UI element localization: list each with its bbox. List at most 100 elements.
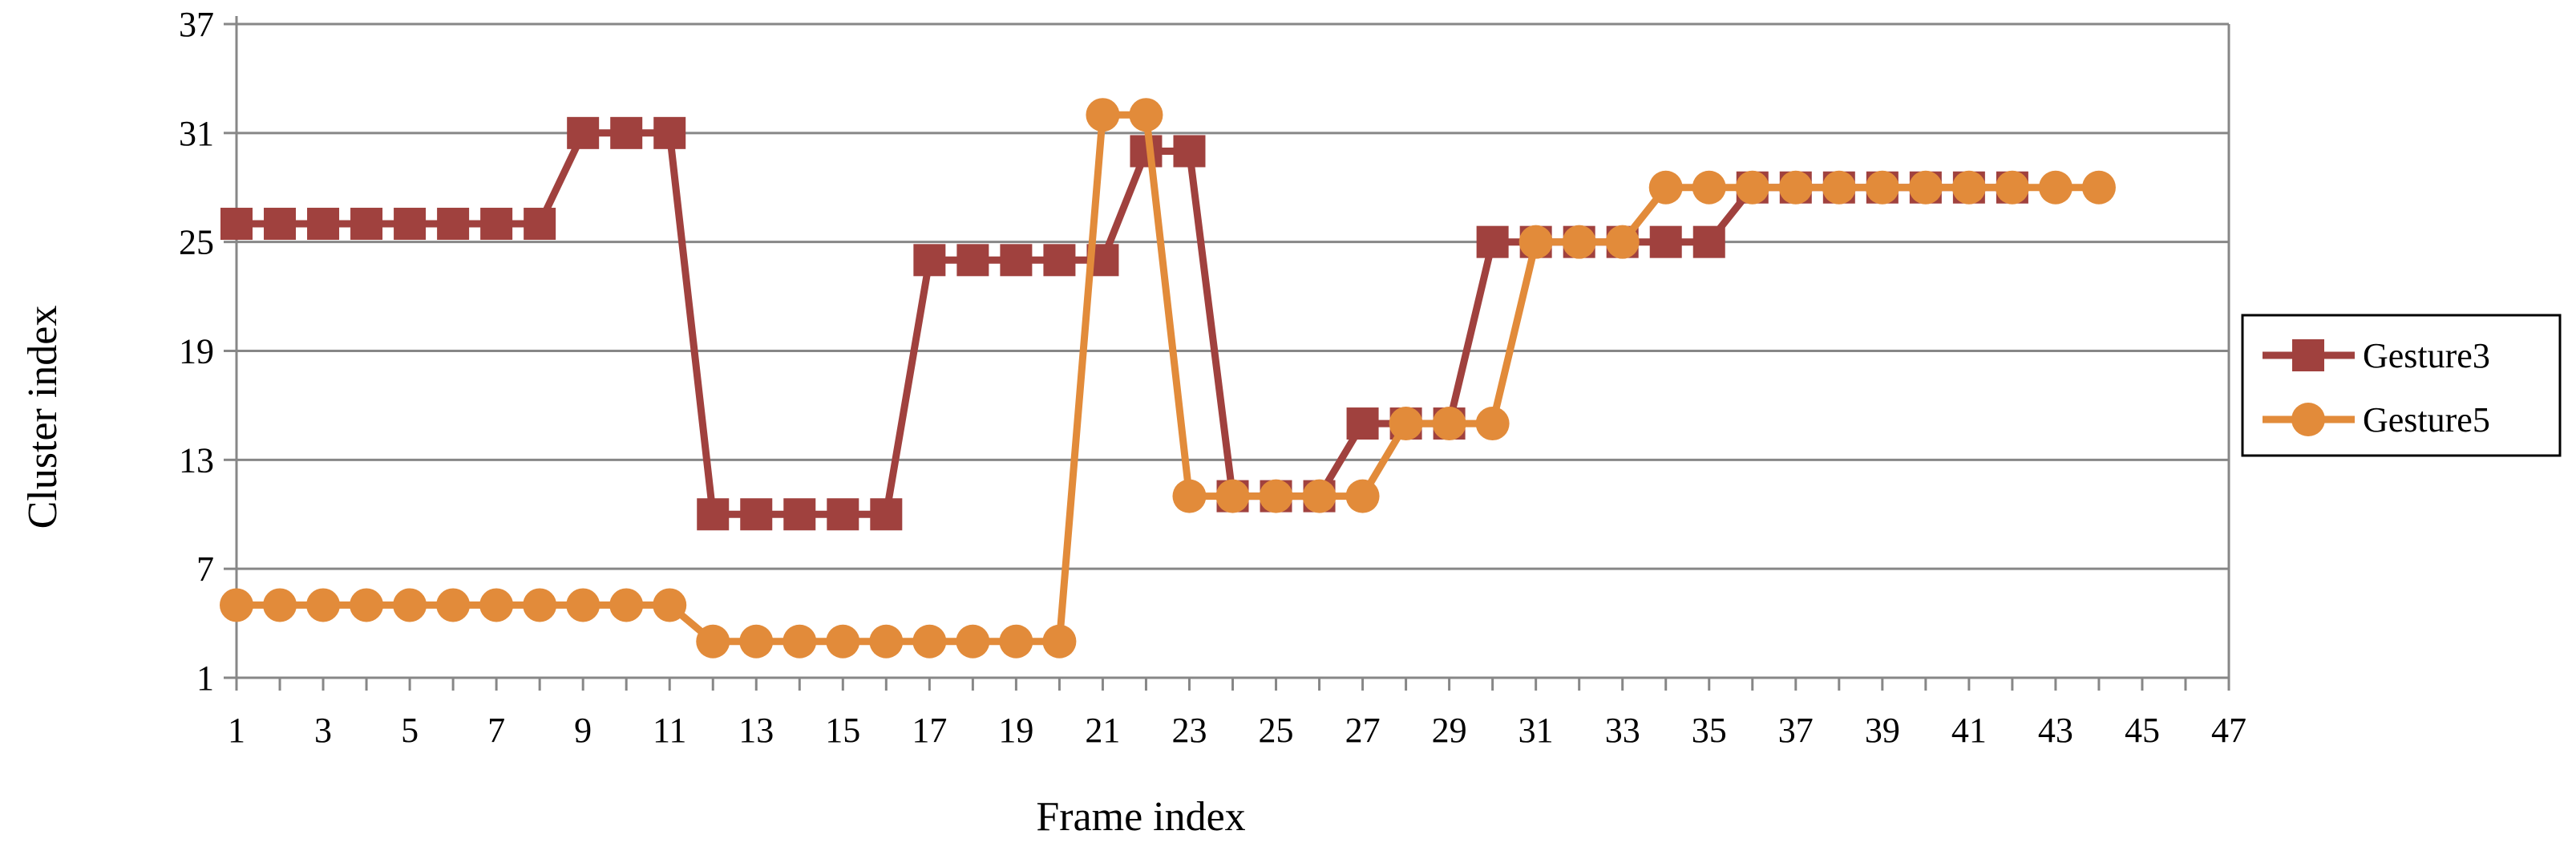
data-point-gesture3 — [610, 116, 643, 149]
data-point-gesture5 — [912, 624, 947, 658]
x-tick-label: 47 — [2211, 711, 2246, 750]
data-point-gesture3 — [653, 116, 686, 149]
x-tick-label: 7 — [487, 711, 505, 750]
x-tick-label: 9 — [574, 711, 592, 750]
data-point-gesture3 — [437, 208, 470, 241]
y-axis-title: Cluster index — [20, 306, 66, 529]
data-point-gesture3 — [567, 116, 600, 149]
data-point-gesture5 — [869, 624, 904, 658]
data-point-gesture5 — [350, 588, 384, 622]
legend: Gesture3 Gesture5 — [2241, 314, 2562, 457]
data-point-gesture5 — [566, 588, 601, 622]
data-point-gesture5 — [1648, 170, 1683, 205]
data-point-gesture5 — [1086, 98, 1120, 132]
x-tick-label: 41 — [1951, 711, 1987, 750]
data-point-gesture5 — [1822, 170, 1856, 205]
x-tick-label: 15 — [825, 711, 860, 750]
data-point-gesture3 — [783, 498, 816, 531]
data-point-gesture5 — [653, 588, 687, 622]
data-point-gesture3 — [1043, 244, 1076, 277]
x-tick-label: 33 — [1605, 711, 1640, 750]
data-point-gesture5 — [783, 624, 817, 658]
x-tick-label: 29 — [1432, 711, 1467, 750]
data-point-gesture5 — [1951, 170, 1986, 205]
data-point-gesture3 — [1649, 225, 1682, 258]
data-point-gesture5 — [1908, 170, 1943, 205]
data-point-gesture3 — [394, 208, 427, 241]
data-point-gesture3 — [913, 244, 946, 277]
x-tick-label: 23 — [1171, 711, 1207, 750]
data-point-gesture3 — [1476, 225, 1509, 258]
data-point-gesture5 — [1432, 407, 1466, 441]
data-point-gesture5 — [220, 588, 253, 622]
data-point-gesture5 — [1562, 225, 1596, 259]
data-point-gesture3 — [1173, 135, 1206, 168]
data-point-gesture5 — [696, 624, 730, 658]
data-point-gesture5 — [2038, 170, 2073, 205]
data-point-gesture5 — [739, 624, 774, 658]
data-point-gesture3 — [740, 498, 773, 531]
data-point-gesture5 — [479, 588, 514, 622]
data-point-gesture3 — [524, 208, 556, 241]
x-tick-label: 43 — [2038, 711, 2073, 750]
y-tick-label: 31 — [179, 114, 214, 153]
data-point-gesture3 — [480, 208, 513, 241]
data-point-gesture5 — [306, 588, 341, 622]
data-point-gesture5 — [1735, 170, 1769, 205]
data-point-gesture3 — [870, 498, 903, 531]
data-point-gesture3 — [1346, 407, 1379, 440]
data-point-gesture5 — [826, 624, 860, 658]
data-point-gesture5 — [1215, 479, 1250, 513]
data-point-gesture5 — [1259, 479, 1293, 513]
legend-box — [2241, 314, 2562, 457]
data-point-gesture5 — [393, 588, 427, 622]
data-point-gesture5 — [999, 624, 1033, 658]
x-tick-label: 3 — [314, 711, 332, 750]
x-axis-title: Frame index — [1036, 794, 1245, 840]
x-tick-label: 45 — [2125, 711, 2160, 750]
data-point-gesture5 — [1129, 98, 1163, 132]
x-tick-label: 37 — [1778, 711, 1814, 750]
data-point-gesture5 — [1692, 170, 1726, 205]
x-tick-label: 25 — [1259, 711, 1294, 750]
data-point-gesture3 — [956, 244, 989, 277]
data-point-gesture5 — [1389, 407, 1423, 441]
data-point-gesture3 — [827, 498, 859, 531]
data-point-gesture5 — [1475, 407, 1510, 441]
legend-label-gesture5: Gesture5 — [2363, 400, 2490, 440]
axes — [224, 16, 2230, 691]
x-tick-label: 27 — [1345, 711, 1381, 750]
data-point-gesture5 — [1865, 170, 1899, 205]
x-tick-label: 11 — [653, 711, 686, 750]
data-point-gesture5 — [1519, 225, 1553, 259]
data-point-gesture3 — [1000, 244, 1033, 277]
x-tick-label: 1 — [228, 711, 245, 750]
data-point-gesture5 — [1778, 170, 1813, 205]
data-point-gesture5 — [436, 588, 471, 622]
data-point-gesture5 — [956, 624, 990, 658]
data-point-gesture3 — [350, 208, 383, 241]
data-point-gesture5 — [609, 588, 644, 622]
x-tick-label: 35 — [1692, 711, 1727, 750]
legend-label-gesture3: Gesture3 — [2363, 336, 2490, 375]
y-tick-label: 37 — [179, 5, 214, 44]
data-point-gesture5 — [1302, 479, 1337, 513]
data-point-gesture3 — [1692, 225, 1725, 258]
data-point-gesture5 — [1172, 479, 1207, 513]
data-point-gesture5 — [1995, 170, 2029, 205]
x-tick-label: 31 — [1519, 711, 1554, 750]
series-gesture5 — [220, 98, 2116, 658]
legend-marker-gesture5 — [2291, 403, 2325, 436]
series — [220, 98, 2116, 658]
y-tick-label: 19 — [179, 332, 214, 371]
x-tick-label: 17 — [912, 711, 947, 750]
data-point-gesture5 — [523, 588, 557, 622]
data-point-gesture3 — [220, 208, 253, 241]
data-point-gesture3 — [264, 208, 297, 241]
x-tick-label: 21 — [1085, 711, 1120, 750]
x-tick-label: 39 — [1865, 711, 1900, 750]
y-tick-label: 25 — [179, 223, 214, 262]
